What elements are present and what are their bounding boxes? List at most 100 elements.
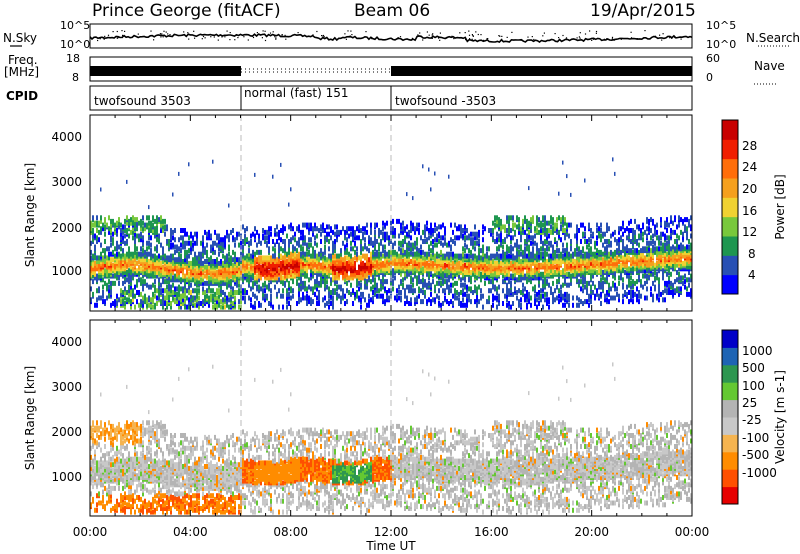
power-cell xyxy=(546,239,548,244)
power-cell xyxy=(262,255,264,261)
freq-left-tick-bottom: 8 xyxy=(72,71,79,84)
power-cell xyxy=(442,288,444,294)
power-cell xyxy=(530,302,532,308)
power-cell xyxy=(190,290,192,295)
power-cell xyxy=(570,262,572,268)
power-cell xyxy=(460,253,462,259)
power-cell xyxy=(548,282,550,288)
power-cell xyxy=(404,226,406,232)
power-cell xyxy=(566,249,568,255)
power-cell xyxy=(266,235,268,241)
power-cell xyxy=(564,302,566,308)
power-cell xyxy=(514,242,516,248)
power-cell xyxy=(374,244,376,250)
power-cell xyxy=(584,178,586,183)
power-cell xyxy=(202,248,204,254)
power-cell xyxy=(128,291,130,297)
power-cell xyxy=(310,237,312,243)
freq-label-line2: [MHz] xyxy=(4,65,39,79)
power-cell xyxy=(464,282,466,288)
power-cell xyxy=(382,226,384,232)
power-cell xyxy=(128,279,130,285)
power-cell xyxy=(290,286,292,292)
power-cell xyxy=(312,259,314,264)
nsky-noise-point xyxy=(345,38,347,40)
power-cell xyxy=(464,270,466,275)
power-cell xyxy=(140,218,142,224)
power-cell xyxy=(146,251,148,257)
power-cell xyxy=(366,302,368,308)
power-cell xyxy=(190,249,192,255)
power-cell xyxy=(322,228,324,233)
power-cell xyxy=(140,231,142,237)
power-cell xyxy=(382,248,384,254)
power-cell xyxy=(558,229,560,235)
power-cell xyxy=(348,255,350,261)
power-cell xyxy=(264,270,266,275)
power-cell xyxy=(394,249,396,255)
power-cell xyxy=(484,253,486,259)
power-cell xyxy=(298,282,300,288)
power-cell xyxy=(250,297,252,303)
nsky-noise-point xyxy=(229,39,231,41)
power-cell xyxy=(538,222,540,228)
power-cell xyxy=(306,251,308,257)
power-cell xyxy=(382,220,384,226)
power-cell xyxy=(366,222,368,228)
power-cell xyxy=(450,282,452,288)
power-cell xyxy=(496,222,498,228)
power-cell xyxy=(386,251,388,257)
power-cell xyxy=(196,237,198,243)
power-cell xyxy=(456,260,458,266)
power-cell xyxy=(130,299,132,305)
power-cell xyxy=(336,291,338,297)
power-cell xyxy=(544,297,546,303)
power-cell xyxy=(534,264,536,270)
power-cell xyxy=(304,295,306,301)
power-cell xyxy=(204,290,206,295)
power-cell xyxy=(344,244,346,250)
power-cell xyxy=(196,293,198,299)
power-cell xyxy=(402,259,404,264)
power-cell xyxy=(228,203,230,208)
power-cell xyxy=(354,249,356,255)
cpid-segment-1: twofsound 3503 xyxy=(94,94,191,108)
power-cell xyxy=(360,255,362,261)
power-cell xyxy=(458,291,460,297)
power-cell xyxy=(272,304,274,310)
power-cell xyxy=(162,249,164,255)
power-cell xyxy=(376,259,378,264)
power-cell xyxy=(242,224,244,230)
power-cell xyxy=(372,277,374,283)
power-cell xyxy=(570,239,572,244)
power-cell xyxy=(188,240,190,246)
power-cell xyxy=(466,235,468,241)
power-cell xyxy=(100,218,102,224)
power-cell xyxy=(506,302,508,308)
power-cell xyxy=(352,268,354,274)
power-cell xyxy=(312,299,314,305)
power-cell xyxy=(448,240,450,246)
power-cell xyxy=(370,255,372,261)
power-cell xyxy=(270,231,272,237)
power-cell xyxy=(96,259,98,264)
power-cell xyxy=(540,251,542,257)
radar-title: Prince George (fitACF) xyxy=(92,1,281,21)
power-cell xyxy=(234,251,236,257)
power-cell xyxy=(330,226,332,232)
nsky-noise-point xyxy=(281,34,283,36)
power-cell xyxy=(444,271,446,277)
power-cell xyxy=(470,299,472,305)
power-cell xyxy=(192,257,194,263)
power-cell xyxy=(332,299,334,305)
power-cell xyxy=(432,231,434,237)
power-cell xyxy=(444,295,446,301)
power-cell xyxy=(184,244,186,250)
power-cell xyxy=(540,235,542,241)
power-cell xyxy=(184,231,186,237)
power-cell xyxy=(102,277,104,283)
power-cell xyxy=(412,222,414,228)
power-cell xyxy=(358,286,360,292)
power-cell xyxy=(454,280,456,286)
power-cell xyxy=(242,248,244,254)
